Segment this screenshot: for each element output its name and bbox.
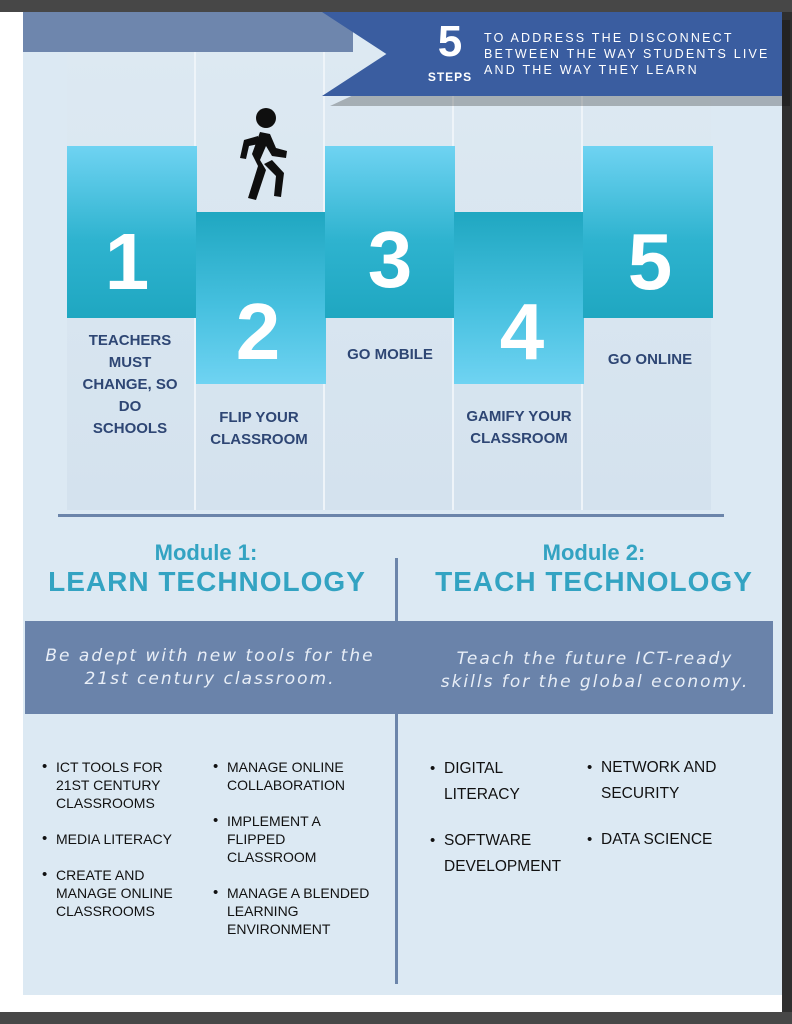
step-label-5: GO ONLINE (607, 351, 693, 368)
module-divider (395, 558, 398, 984)
list-item: ICT TOOLS FOR 21ST CENTURY CLASSROOMS (42, 758, 194, 812)
banner-light-strip (23, 12, 353, 52)
module-2-list-left: DIGITAL LITERACY SOFTWARE DEVELOPMENT (430, 756, 580, 900)
step-number-3: 3 (367, 215, 413, 304)
module-2-tagline: Teach the future ICT-ready skills for th… (440, 649, 750, 692)
banner-number: 5 (437, 17, 463, 66)
list-item: DIGITAL LITERACY (430, 756, 544, 808)
step-number-4: 4 (499, 287, 545, 376)
step-block-3 (325, 146, 455, 318)
step-block-5 (583, 146, 713, 318)
step-block-1 (67, 146, 197, 318)
step-number-1: 1 (104, 217, 150, 306)
module-1-list-right: MANAGE ONLINE COLLABORATION IMPLEMENT A … (213, 758, 373, 956)
module-1-tagline: Be adept with new tools for the 21st cen… (45, 646, 375, 689)
step-number-5: 5 (627, 217, 673, 306)
walking-person-icon (240, 108, 287, 200)
banner-text: TO ADDRESS THE DISCONNECT BETWEEN THE WA… (484, 31, 770, 77)
module-2-list-right: NETWORK AND SECURITY DATA SCIENCE (587, 755, 757, 873)
list-item: SOFTWARE DEVELOPMENT (430, 828, 574, 880)
tagline-band (25, 621, 773, 714)
list-item: NETWORK AND SECURITY (587, 755, 731, 807)
list-item: MANAGE A BLENDED LEARNING ENVIRONMENT (213, 884, 373, 938)
list-item: MANAGE ONLINE COLLABORATION (213, 758, 373, 794)
list-item: MEDIA LITERACY (42, 830, 194, 848)
step-label-4: GAMIFY YOUR CLASSROOM (466, 408, 572, 447)
banner-steps-label: STEPS (427, 70, 473, 84)
step-label-2: FLIP YOUR CLASSROOM (210, 409, 308, 448)
module-1-title: Module 1: (154, 540, 258, 565)
list-item: IMPLEMENT A FLIPPED CLASSROOM (213, 812, 373, 866)
module-2-subtitle: TEACH TECHNOLOGY (435, 566, 753, 597)
step-number-2: 2 (235, 287, 281, 376)
right-edge (782, 12, 792, 1012)
banner (322, 12, 782, 96)
module-2-title: Module 2: (542, 540, 646, 565)
module-1-subtitle: LEARN TECHNOLOGY (48, 566, 366, 597)
step-label-1: TEACHERS MUST CHANGE, SO DO SCHOOLS (82, 332, 178, 437)
top-bar (0, 0, 792, 12)
list-item: CREATE AND MANAGE ONLINE CLASSROOMS (42, 866, 194, 920)
bottom-bar (0, 1012, 792, 1024)
section-divider (58, 514, 724, 517)
step-block-2 (196, 212, 326, 384)
module-1-list-left: ICT TOOLS FOR 21ST CENTURY CLASSROOMS ME… (42, 758, 194, 938)
step-block-4 (454, 212, 584, 384)
list-item: DATA SCIENCE (587, 827, 757, 853)
step-label-3: GO MOBILE (347, 346, 433, 363)
